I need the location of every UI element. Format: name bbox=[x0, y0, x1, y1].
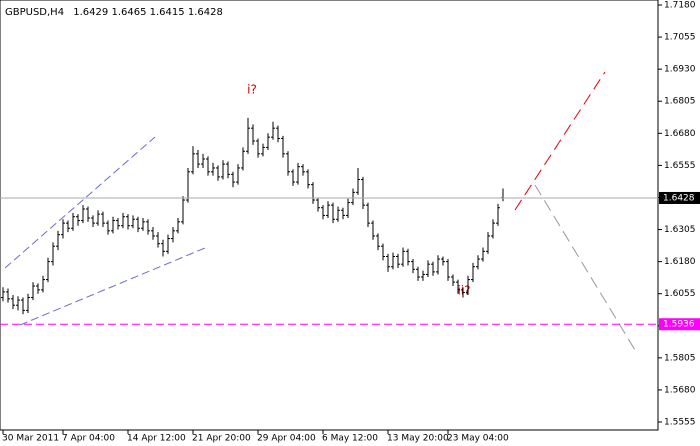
current-price-label: 1.6428 bbox=[663, 193, 695, 203]
x-tick-label: 14 Apr 12:00 bbox=[127, 434, 186, 444]
y-tick-label: 1.5680 bbox=[664, 385, 696, 395]
y-tick-label: 1.7180 bbox=[664, 1, 696, 11]
x-tick-label: 23 May 04:00 bbox=[447, 434, 509, 444]
x-tick-label: 29 Apr 04:00 bbox=[257, 434, 316, 444]
level-label: 1.5936 bbox=[663, 320, 695, 330]
chart-title: GBPUSD,H4 1.6429 1.6465 1.6415 1.6428 bbox=[5, 7, 223, 18]
y-tick-label: 1.6180 bbox=[664, 257, 696, 267]
close: 1.6428 bbox=[188, 7, 223, 18]
symbol: GBPUSD,H4 bbox=[5, 7, 64, 18]
current-price-box bbox=[659, 191, 700, 204]
x-tick-label: 6 May 12:00 bbox=[322, 434, 378, 444]
channel-line bbox=[19, 247, 206, 326]
x-tick-label: 30 Mar 2011 bbox=[2, 434, 59, 444]
y-tick-label: 1.6680 bbox=[664, 129, 696, 139]
y-tick-label: 1.5805 bbox=[664, 353, 696, 363]
projection-line bbox=[534, 184, 636, 351]
high: 1.6465 bbox=[111, 7, 146, 18]
y-tick-label: 1.6805 bbox=[664, 97, 696, 107]
x-tick-label: 7 Apr 04:00 bbox=[62, 434, 115, 444]
channel-line bbox=[4, 136, 156, 269]
x-tick-label: 21 Apr 20:00 bbox=[192, 434, 251, 444]
level-label-box bbox=[659, 318, 700, 331]
annotation: i? bbox=[247, 83, 257, 97]
annotation: ii? bbox=[457, 284, 470, 298]
x-tick-label: 13 May 20:00 bbox=[387, 434, 449, 444]
y-tick-label: 1.6930 bbox=[664, 65, 696, 75]
y-tick-label: 1.6055 bbox=[664, 289, 696, 299]
low: 1.6415 bbox=[150, 7, 185, 18]
y-tick-label: 1.6555 bbox=[664, 161, 696, 171]
open: 1.6429 bbox=[73, 7, 108, 18]
y-tick-label: 1.6305 bbox=[664, 225, 696, 235]
y-tick-label: 1.5555 bbox=[664, 418, 696, 428]
projection-line bbox=[514, 71, 606, 211]
y-tick-label: 1.7055 bbox=[664, 33, 696, 43]
plot-frame bbox=[0, 0, 659, 431]
